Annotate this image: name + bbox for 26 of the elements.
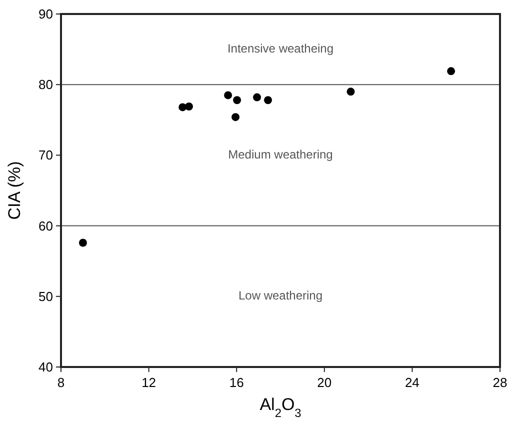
x-tick-label: 28 [492,375,508,390]
x-axis-title: Al$_{2}$O$_{3}$ [260,395,302,420]
annotation: Medium weathering [228,147,333,162]
point [233,96,242,104]
point [224,91,232,100]
x-tick-label: 24 [404,375,420,390]
point [346,88,355,96]
y-tick-label: 50 [38,288,53,304]
point [264,96,272,104]
y-tick-label: 40 [38,360,53,374]
x-tick-label: 8 [57,375,65,390]
x-tick-label: 16 [229,375,244,390]
annotation: Low weathering [238,288,323,303]
y-tick-label: 60 [38,218,53,234]
x-tick-label: 12 [142,375,156,390]
y-tick-label: 80 [38,77,53,92]
y-axis-title: CIA (%) [5,161,24,220]
point [184,102,193,110]
y-tick-label: 90 [38,6,53,22]
x-tick-label: 20 [317,375,332,390]
y-tick-label: 70 [38,148,53,163]
point [447,67,456,76]
point [253,93,262,102]
point [78,238,87,247]
annotation: Intensive weatheing [227,41,334,56]
point [232,113,240,122]
